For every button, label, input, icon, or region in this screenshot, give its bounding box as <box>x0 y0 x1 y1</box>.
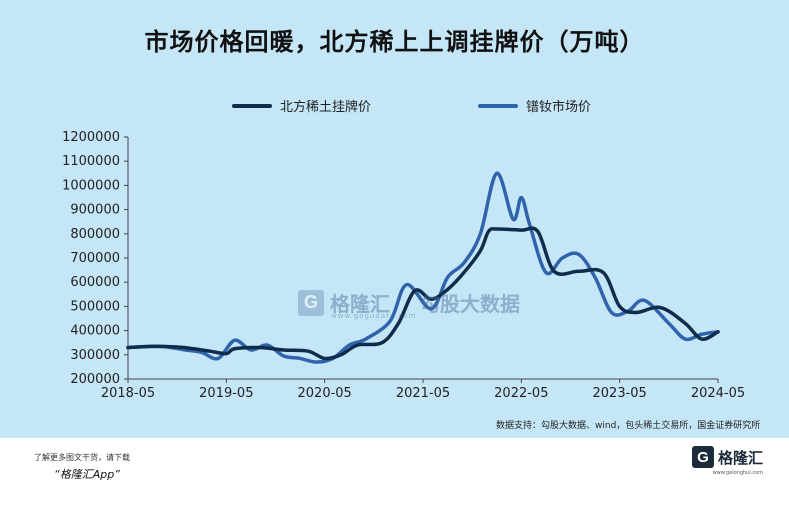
watermark-brand: 格隆汇 <box>330 292 390 316</box>
y-tick-label: 500000 <box>70 299 120 314</box>
x-tick-label: 2019-05 <box>199 386 253 401</box>
legend-label-market-price: 镨钕市场价 <box>526 100 592 115</box>
watermark-url: www.gogudata.com <box>331 312 417 320</box>
x-tick-label: 2023-05 <box>593 386 647 401</box>
logo-text: 格隆汇 <box>717 448 763 467</box>
y-tick-label: 300000 <box>70 348 120 363</box>
y-tick-label: 1100000 <box>62 154 120 169</box>
y-tick-label: 1000000 <box>62 178 120 193</box>
y-tick-label: 900000 <box>70 203 120 218</box>
y-tick-label: 1200000 <box>62 130 120 145</box>
series-line-market-price <box>126 171 720 364</box>
y-tick-label: 400000 <box>70 324 120 339</box>
watermark-sub: 勾股大数据 <box>420 292 520 316</box>
y-tick-label: 700000 <box>70 251 120 266</box>
legend-swatch-listed-price <box>232 103 272 108</box>
x-tick-label: 2021-05 <box>396 386 450 401</box>
series-line-listed-price <box>126 226 720 361</box>
chart-legend: 北方稀土挂牌价 镨钕市场价 <box>0 96 789 120</box>
footer-logo[interactable]: G 格隆汇 <box>691 446 763 468</box>
y-tick-label: 800000 <box>70 227 120 242</box>
chart-title: 市场价格回暖，北方稀上上调挂牌价（万吨） <box>144 28 645 56</box>
watermark-logo-icon: G <box>298 289 324 316</box>
legend-item-market-price: 镨钕市场价 <box>478 96 591 115</box>
legend-item-listed-price: 北方稀土挂牌价 <box>232 96 371 115</box>
logo-url: www.gelonghui.com <box>712 470 763 476</box>
footer-download-prompt: 了解更多图文干货，请下载 <box>34 453 130 462</box>
data-source-note: 数据支持：勾股大数据、wind，包头稀土交易所，国金证券研究所 <box>496 421 761 431</box>
legend-swatch-market-price <box>478 103 518 108</box>
x-tick-label: 2018-05 <box>101 386 155 401</box>
x-tick-label: 2020-05 <box>298 386 352 401</box>
line-chart: 200000 300000 400000 500000 600000 700000 8000… <box>62 130 745 401</box>
x-tick-label: 2022-05 <box>494 386 548 401</box>
footer-app-name: “格隆汇App” <box>54 468 120 481</box>
footer: 了解更多图文干货，请下载 “格隆汇App” G 格隆汇 www.gelonghu… <box>0 438 789 505</box>
x-tick-label: 2024-05 <box>691 386 745 401</box>
y-tick-label: 200000 <box>70 372 120 387</box>
logo-icon: G <box>691 446 714 468</box>
y-tick-label: 600000 <box>70 275 120 290</box>
watermark: G 格隆汇 勾股大数据 www.gogudata.com <box>298 288 520 320</box>
legend-label-listed-price: 北方稀土挂牌价 <box>280 100 372 115</box>
